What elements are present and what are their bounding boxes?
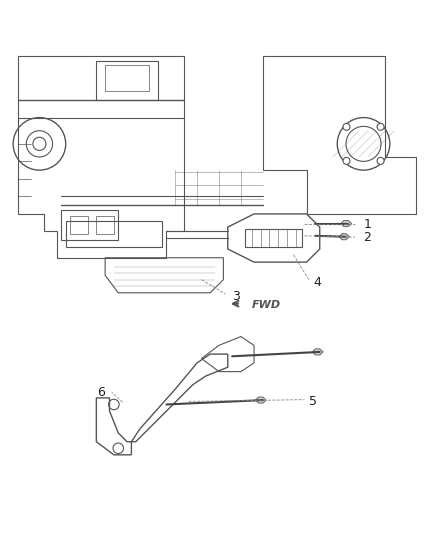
Polygon shape — [341, 221, 352, 227]
Circle shape — [377, 123, 384, 131]
Text: 6: 6 — [97, 386, 105, 399]
Text: 1: 1 — [364, 217, 371, 230]
Polygon shape — [339, 233, 350, 240]
Bar — [96, 61, 158, 100]
Text: 2: 2 — [364, 231, 371, 244]
Text: 3: 3 — [232, 290, 240, 303]
Bar — [70, 216, 88, 233]
Circle shape — [343, 157, 350, 164]
Bar — [96, 216, 114, 233]
Polygon shape — [255, 397, 266, 403]
Text: FWD: FWD — [252, 300, 281, 310]
Bar — [105, 65, 149, 91]
Text: 4: 4 — [313, 276, 321, 289]
Bar — [61, 209, 118, 240]
Polygon shape — [312, 349, 323, 355]
Circle shape — [377, 157, 384, 164]
Bar — [66, 221, 162, 247]
Text: 5: 5 — [309, 395, 317, 408]
Circle shape — [343, 123, 350, 131]
